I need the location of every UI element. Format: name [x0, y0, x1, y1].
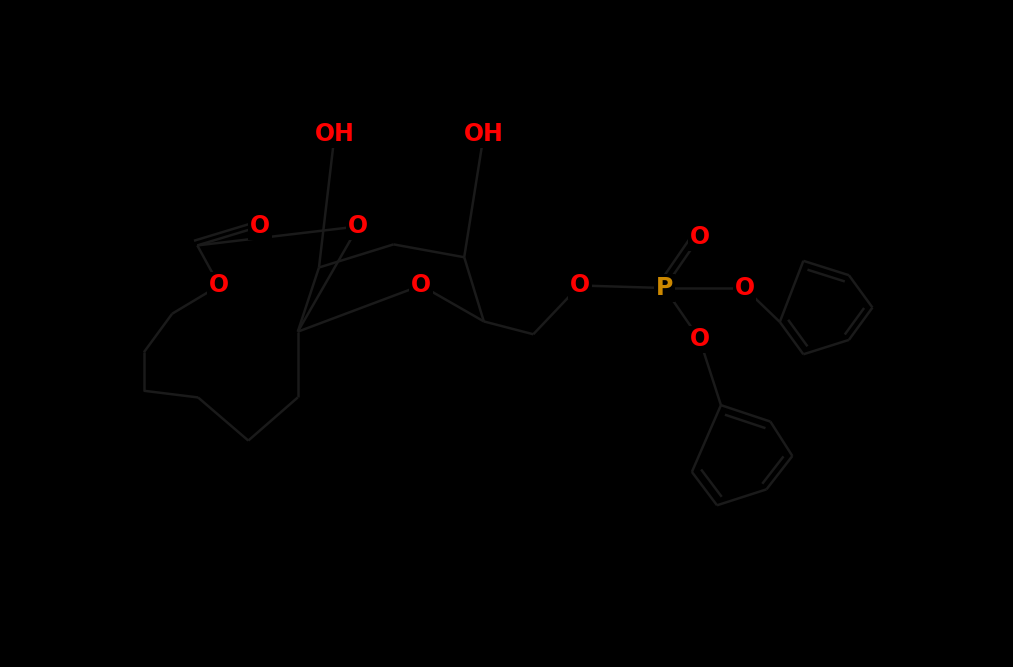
Text: O: O: [734, 276, 755, 300]
Text: P: P: [655, 276, 673, 300]
Text: O: O: [210, 273, 229, 297]
Text: O: O: [569, 273, 590, 297]
Text: O: O: [411, 273, 432, 297]
Text: OH: OH: [464, 122, 503, 146]
Text: OH: OH: [315, 122, 355, 146]
Text: O: O: [250, 214, 270, 238]
Text: O: O: [690, 225, 710, 249]
Text: O: O: [690, 327, 710, 352]
Text: O: O: [348, 214, 369, 238]
